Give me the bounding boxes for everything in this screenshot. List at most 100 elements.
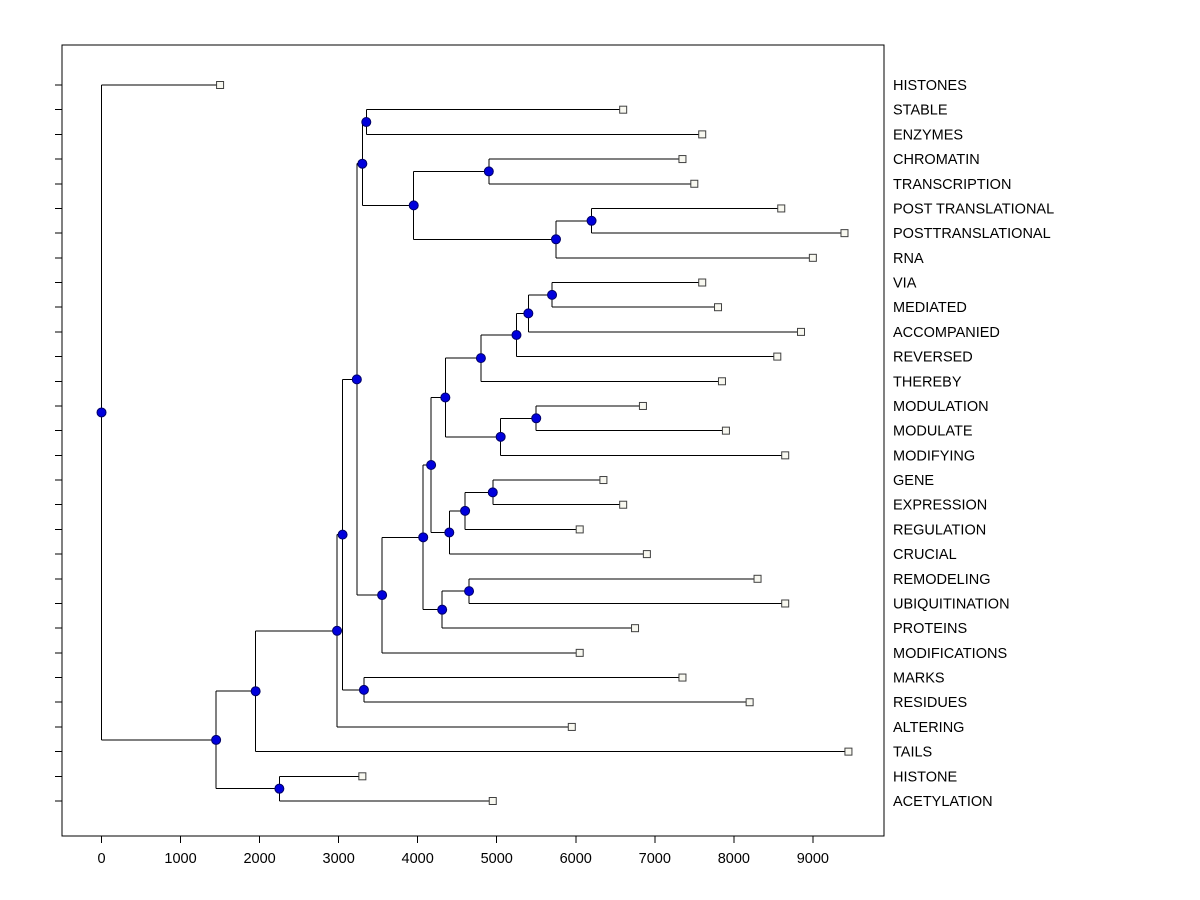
cluster-node-marker [418, 532, 429, 543]
leaf-label: REGULATION [893, 522, 986, 538]
cluster-node-marker [464, 586, 475, 597]
leaf-marker [717, 377, 726, 386]
leaf-label: ACETYLATION [893, 794, 993, 810]
cluster-node-marker [437, 604, 448, 615]
x-axis-tick-label: 4000 [402, 851, 434, 867]
leaf-marker [619, 105, 628, 114]
x-axis-tick-label: 2000 [243, 851, 275, 867]
leaf-label: POSTTRANSLATIONAL [893, 226, 1051, 242]
leaf-marker [698, 278, 707, 287]
leaf-marker [358, 772, 367, 781]
leaf-label: ENZYMES [893, 127, 963, 143]
leaf-label: MARKS [893, 671, 945, 687]
leaf-label: MODULATION [893, 399, 989, 415]
leaf-marker [844, 747, 853, 756]
leaf-label: CRUCIAL [893, 547, 957, 563]
leaf-label: EXPRESSION [893, 498, 987, 514]
cluster-node-marker [351, 374, 362, 385]
leaf-marker [721, 426, 730, 435]
leaf-label: VIA [893, 276, 917, 292]
leaf-marker [808, 253, 817, 262]
leaf-marker [690, 179, 699, 188]
cluster-node-marker [408, 200, 419, 211]
leaf-marker [840, 229, 849, 238]
leaf-label: RESIDUES [893, 695, 967, 711]
cluster-node-marker [337, 529, 348, 540]
cluster-node-marker [250, 686, 261, 697]
leaf-marker [575, 525, 584, 534]
leaf-label: UBIQUITINATION [893, 596, 1010, 612]
x-axis-tick-label: 7000 [639, 851, 671, 867]
leaf-label: TRANSCRIPTION [893, 177, 1011, 193]
leaf-marker [678, 673, 687, 682]
leaf-marker [638, 401, 647, 410]
leaf-marker [773, 352, 782, 361]
leaf-label: PROTEINS [893, 621, 967, 637]
leaf-label: GENE [893, 473, 934, 489]
cluster-node-marker [550, 234, 561, 245]
cluster-node-marker [487, 487, 498, 498]
x-axis-tick-label: 6000 [560, 851, 592, 867]
cluster-node-marker [511, 329, 522, 340]
leaf-marker [631, 624, 640, 633]
x-axis-tick-label: 5000 [481, 851, 513, 867]
cluster-node-marker [358, 684, 369, 695]
cluster-node-marker [547, 289, 558, 300]
leaf-marker [781, 451, 790, 460]
leaf-marker [781, 599, 790, 608]
leaf-marker [753, 574, 762, 583]
leaf-label: HISTONE [893, 769, 958, 785]
leaf-marker [714, 303, 723, 312]
leaf-marker [488, 797, 497, 805]
cluster-node-marker [357, 158, 368, 169]
leaf-label: TAILS [893, 745, 932, 761]
cluster-node-marker [332, 625, 343, 636]
cluster-node-marker [274, 783, 285, 794]
leaf-marker [642, 550, 651, 559]
leaf-marker [797, 327, 806, 336]
cluster-node-marker [523, 308, 534, 319]
cluster-node-marker [426, 459, 437, 470]
x-axis-tick-label: 9000 [797, 851, 829, 867]
cluster-node-marker [531, 413, 542, 424]
cluster-node-marker [495, 431, 506, 442]
leaf-marker [599, 476, 608, 485]
leaf-label: CHROMATIN [893, 152, 980, 168]
leaf-label: HISTONES [893, 78, 967, 94]
cluster-node-marker [475, 353, 486, 364]
leaf-label: RNA [893, 251, 924, 267]
leaf-label: STABLE [893, 103, 948, 119]
leaf-label: REVERSED [893, 350, 973, 366]
leaf-marker [619, 500, 628, 509]
cluster-node-marker [460, 505, 471, 516]
leaf-marker [678, 155, 687, 164]
leaf-label: MODIFICATIONS [893, 646, 1007, 662]
leaf-label: POST TRANSLATIONAL [893, 201, 1054, 217]
leaf-marker [777, 204, 786, 213]
leaf-marker [698, 130, 707, 139]
x-axis-tick-label: 3000 [323, 851, 355, 867]
x-axis-tick-label: 1000 [164, 851, 196, 867]
cluster-node-marker [444, 527, 455, 538]
leaf-label: THEREBY [893, 374, 962, 390]
cluster-node-marker [211, 734, 222, 745]
axis-box [61, 44, 885, 837]
cluster-node-marker [483, 166, 494, 177]
leaf-marker [216, 81, 225, 89]
cluster-node-marker [586, 215, 597, 226]
leaf-label: ALTERING [893, 720, 964, 736]
cluster-node-marker [361, 117, 372, 128]
leaf-label: REMODELING [893, 572, 991, 588]
leaf-marker [745, 698, 754, 707]
leaf-marker [567, 722, 576, 731]
leaf-label: MODIFYING [893, 448, 975, 464]
leaf-label: ACCOMPANIED [893, 325, 1000, 341]
cluster-node-marker [377, 590, 388, 601]
x-axis-tick-label: 8000 [718, 851, 750, 867]
leaf-label: MEDIATED [893, 300, 967, 316]
cluster-node-marker [440, 392, 451, 403]
x-axis-tick-label: 0 [97, 851, 105, 867]
leaf-marker [575, 648, 584, 657]
